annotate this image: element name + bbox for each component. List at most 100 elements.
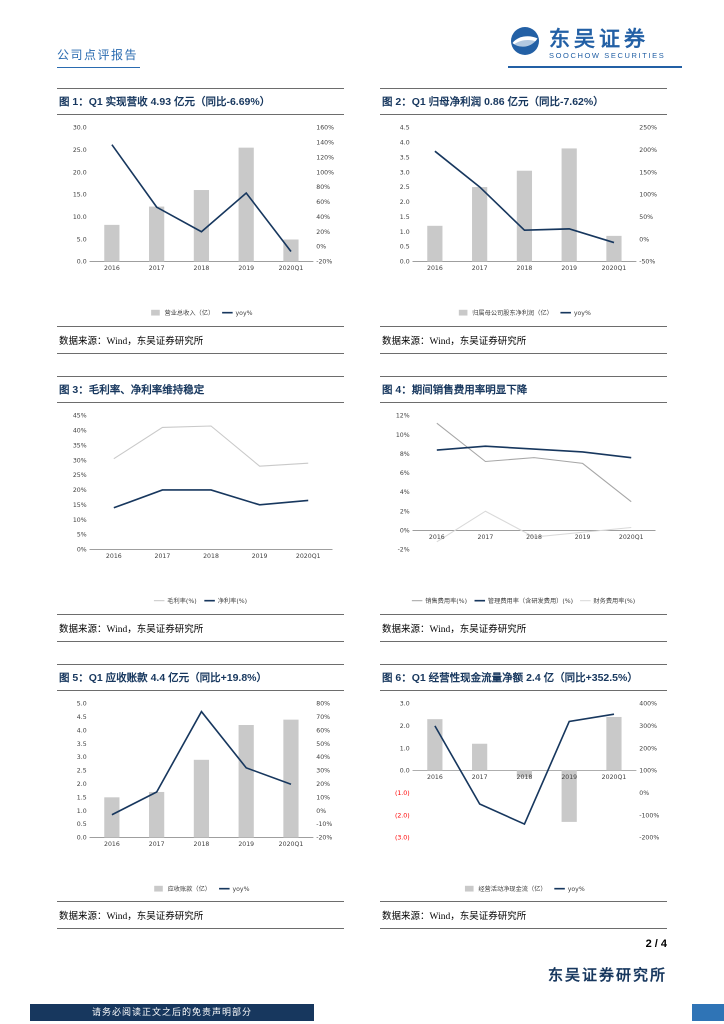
- svg-text:2.0: 2.0: [400, 723, 410, 730]
- svg-text:60%: 60%: [316, 727, 330, 734]
- svg-text:4.5: 4.5: [77, 714, 87, 721]
- figure-6-source: 数据来源：Wind，东吴证券研究所: [380, 901, 667, 930]
- svg-text:60%: 60%: [316, 199, 330, 206]
- svg-text:2016: 2016: [106, 553, 122, 560]
- svg-text:0.0: 0.0: [400, 259, 410, 266]
- figure-4: 图 4：期间销售费用率明显下降 -2% 0% 2% 4% 6% 8% 10% 12% 2016 2…: [380, 375, 667, 642]
- svg-text:2016: 2016: [104, 265, 120, 272]
- svg-text:3.5: 3.5: [77, 740, 87, 747]
- svg-text:300%: 300%: [639, 723, 657, 730]
- figure-3: 图 3：毛利率、净利率维持稳定 0% 5% 10% 15% 20% 25% 30% 35% 40…: [57, 375, 344, 642]
- svg-text:50%: 50%: [316, 740, 330, 747]
- svg-text:2018: 2018: [517, 774, 533, 781]
- svg-text:(1.0): (1.0): [395, 790, 410, 797]
- figure-1: 图 1：Q1 实现营收 4.93 亿元（同比-6.69%） 0.0 5.0 10.0…: [57, 88, 344, 354]
- svg-text:5.0: 5.0: [77, 700, 87, 707]
- svg-text:2020Q1: 2020Q1: [602, 774, 627, 781]
- svg-text:-50%: -50%: [639, 259, 655, 266]
- page-number: 2 / 4: [645, 938, 667, 950]
- svg-text:2018: 2018: [194, 265, 210, 272]
- figures-grid: 图 1：Q1 实现营收 4.93 亿元（同比-6.69%） 0.0 5.0 10.0…: [57, 88, 667, 930]
- chart-svg: 0.0 0.5 1.0 1.5 2.0 2.5 3.0 3.5 4.0 4.5 -50% 0% 50% 1…: [400, 125, 657, 317]
- svg-text:-10%: -10%: [316, 821, 332, 828]
- svg-text:2020Q1: 2020Q1: [296, 553, 321, 560]
- svg-text:120%: 120%: [316, 154, 334, 161]
- footer-accent-block: [692, 1004, 724, 1021]
- svg-text:2020Q1: 2020Q1: [619, 534, 644, 541]
- svg-text:40%: 40%: [73, 427, 87, 434]
- svg-text:20.0: 20.0: [73, 169, 87, 176]
- svg-text:80%: 80%: [316, 700, 330, 707]
- institute-name: 东吴证券研究所: [547, 968, 667, 984]
- svg-text:40%: 40%: [316, 214, 330, 221]
- figure-5: 图 5：Q1 应收账款 4.4 亿元（同比+19.8%） 0.0 0.5 1.0 1.…: [57, 663, 344, 930]
- svg-text:70%: 70%: [316, 714, 330, 721]
- figure-6-chart: (3.0) (2.0) (1.0) 0.0 1.0 2.0 3.0 -200% -100% 0% 1…: [380, 691, 667, 902]
- svg-text:yoy%: yoy%: [574, 310, 591, 317]
- svg-text:2019: 2019: [238, 265, 254, 272]
- svg-text:0.0: 0.0: [77, 259, 87, 266]
- svg-text:0%: 0%: [316, 244, 326, 251]
- figure-3-title: 图 3：毛利率、净利率维持稳定: [57, 375, 344, 403]
- svg-text:3.0: 3.0: [400, 169, 410, 176]
- chart-svg: 0% 5% 10% 15% 20% 25% 30% 35% 40% 45% 2016 2017 2018…: [73, 412, 333, 605]
- svg-text:2016: 2016: [427, 774, 443, 781]
- svg-text:2017: 2017: [149, 841, 165, 848]
- svg-text:归属母公司股东净利润（亿）: 归属母公司股东净利润（亿）: [472, 309, 553, 317]
- figure-3-source: 数据来源：Wind，东吴证券研究所: [57, 613, 344, 642]
- svg-text:(3.0): (3.0): [395, 834, 410, 841]
- svg-text:财务费用率(%): 财务费用率(%): [593, 597, 635, 605]
- svg-text:毛利率(%): 毛利率(%): [167, 597, 196, 605]
- brand-block: 东吴证券 SOOCHOW SECURITIES: [508, 26, 682, 68]
- svg-text:50%: 50%: [639, 214, 653, 221]
- svg-text:25%: 25%: [73, 472, 87, 479]
- svg-text:2018: 2018: [203, 553, 219, 560]
- svg-text:10%: 10%: [73, 517, 87, 524]
- svg-text:营业总收入（亿）: 营业总收入（亿）: [165, 309, 215, 317]
- figure-3-chart: 0% 5% 10% 15% 20% 25% 30% 35% 40% 45% 2016 2017 2018…: [57, 403, 344, 614]
- svg-text:0%: 0%: [639, 790, 649, 797]
- svg-text:80%: 80%: [316, 184, 330, 191]
- svg-text:2.0: 2.0: [400, 199, 410, 206]
- svg-text:2017: 2017: [472, 774, 488, 781]
- svg-text:2017: 2017: [155, 553, 171, 560]
- svg-text:2018: 2018: [526, 534, 542, 541]
- svg-text:200%: 200%: [639, 745, 657, 752]
- svg-text:2020Q1: 2020Q1: [602, 265, 627, 272]
- svg-text:40%: 40%: [316, 754, 330, 761]
- figure-4-source: 数据来源：Wind，东吴证券研究所: [380, 613, 667, 642]
- report-type-label: 公司点评报告: [57, 46, 141, 68]
- figure-1-title: 图 1：Q1 实现营收 4.93 亿元（同比-6.69%）: [57, 88, 344, 115]
- svg-text:0.5: 0.5: [77, 821, 87, 828]
- svg-text:2020Q1: 2020Q1: [279, 841, 304, 848]
- svg-text:4%: 4%: [400, 489, 410, 496]
- svg-text:10%: 10%: [396, 432, 410, 439]
- svg-text:3.0: 3.0: [77, 754, 87, 761]
- svg-text:200%: 200%: [639, 147, 657, 154]
- svg-text:15.0: 15.0: [73, 192, 87, 199]
- svg-text:2017: 2017: [478, 534, 494, 541]
- figure-4-chart: -2% 0% 2% 4% 6% 8% 10% 12% 2016 2017 2018 2019 2020Q…: [380, 403, 667, 614]
- svg-text:0.0: 0.0: [77, 834, 87, 841]
- svg-text:1.5: 1.5: [400, 214, 410, 221]
- svg-text:-2%: -2%: [398, 546, 410, 553]
- figure-5-chart: 0.0 0.5 1.0 1.5 2.0 2.5 3.0 3.5 4.0 4.5 5.0 -20% -10…: [57, 691, 344, 902]
- svg-text:2017: 2017: [149, 265, 165, 272]
- svg-text:2016: 2016: [429, 534, 445, 541]
- figure-6: 图 6：Q1 经营性现金流量净额 2.4 亿（同比+352.5%） (3.0)(…: [380, 663, 667, 930]
- svg-text:2017: 2017: [472, 265, 488, 272]
- svg-text:45%: 45%: [73, 412, 87, 419]
- svg-text:20%: 20%: [73, 487, 87, 494]
- svg-text:2019: 2019: [238, 841, 254, 848]
- svg-text:0%: 0%: [639, 236, 649, 243]
- brand-name-en: SOOCHOW SECURITIES: [549, 50, 666, 60]
- svg-text:2%: 2%: [400, 508, 410, 515]
- svg-text:100%: 100%: [316, 169, 334, 176]
- figure-5-source: 数据来源：Wind，东吴证券研究所: [57, 901, 344, 930]
- svg-text:100%: 100%: [639, 767, 657, 774]
- svg-text:20%: 20%: [316, 781, 330, 788]
- svg-text:应收账款（亿）: 应收账款（亿）: [168, 885, 211, 893]
- svg-text:100%: 100%: [639, 192, 657, 199]
- svg-text:净利率(%): 净利率(%): [218, 597, 247, 605]
